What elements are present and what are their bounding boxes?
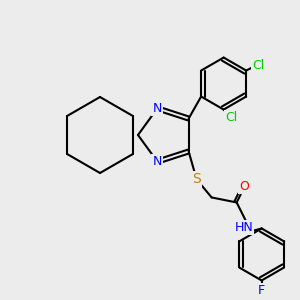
- Text: S: S: [192, 172, 201, 187]
- Text: O: O: [240, 180, 250, 193]
- Text: Cl: Cl: [226, 111, 238, 124]
- Text: N: N: [153, 155, 162, 168]
- Text: N: N: [153, 102, 162, 115]
- Text: Cl: Cl: [252, 59, 264, 72]
- Text: F: F: [258, 284, 265, 297]
- Text: HN: HN: [234, 221, 253, 234]
